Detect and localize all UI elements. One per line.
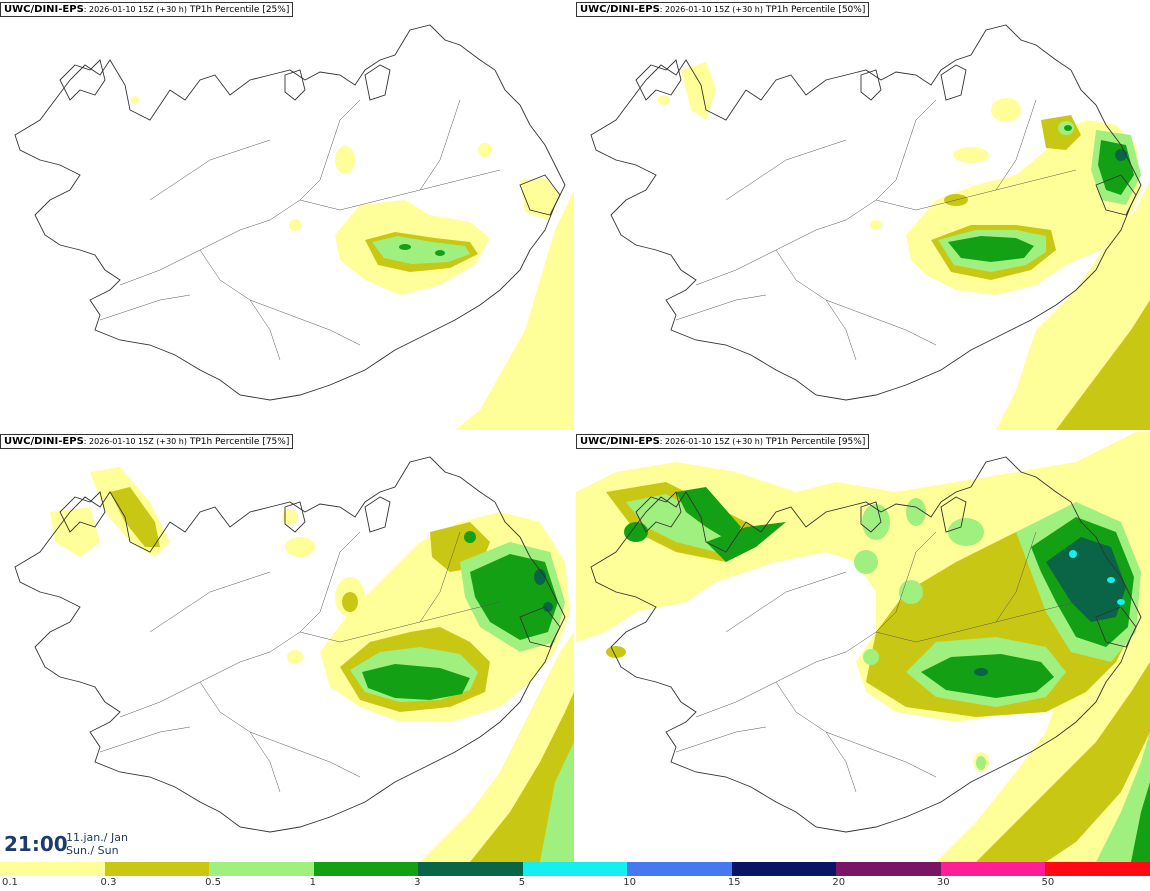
- coastline: [590, 24, 1142, 401]
- coastline: [590, 456, 1142, 833]
- precip-fields: [131, 96, 574, 430]
- legend-label: 3: [414, 877, 421, 888]
- legend-swatch: [313, 862, 419, 876]
- percentile-label: TP1h Percentile [25%]: [186, 5, 290, 15]
- legend-swatch: [1045, 862, 1150, 876]
- model-name: UWC/DINI-EPS: [4, 436, 84, 447]
- valid-time-date: 11.jan./ Jan Sun./ Sun: [66, 831, 128, 857]
- panel-title: UWC/DINI-EPS: 2026-01-10 15Z (+30 h) TP1…: [576, 434, 870, 449]
- map-panel-p95: UWC/DINI-EPS: 2026-01-10 15Z (+30 h) TP1…: [576, 432, 1150, 862]
- legend-label: 20: [832, 877, 846, 888]
- legend-swatch: [209, 862, 314, 876]
- percentile-label: TP1h Percentile [50%]: [762, 5, 866, 15]
- rivers-roads: [99, 531, 501, 793]
- model-name: UWC/DINI-EPS: [580, 4, 660, 15]
- run-info: : 2026-01-10 15Z (+30 h): [83, 437, 187, 446]
- model-name: UWC/DINI-EPS: [4, 4, 84, 15]
- run-info: : 2026-01-10 15Z (+30 h): [659, 5, 763, 14]
- legend-label: 0.5: [205, 877, 221, 888]
- panel-title: UWC/DINI-EPS: 2026-01-10 15Z (+30 h) TP1…: [0, 434, 294, 449]
- date-line-2: Sun./ Sun: [66, 844, 119, 857]
- legend-swatch: [940, 862, 1046, 876]
- run-info: : 2026-01-10 15Z (+30 h): [659, 437, 763, 446]
- legend-label: 0.1: [2, 877, 18, 888]
- valid-time-hour: 21:00: [4, 832, 68, 856]
- legend-label: 15: [727, 877, 741, 888]
- precip-fields: [50, 467, 574, 862]
- legend-label: 0.3: [100, 877, 117, 888]
- color-legend-labels: 0.1 0.3 0.5 1 3 5 10 15 20 30 50: [0, 876, 1150, 891]
- precip-map: [590, 24, 1150, 430]
- legend-swatch: [836, 862, 941, 876]
- legend-swatch: [522, 862, 628, 876]
- legend-label: 10: [623, 877, 636, 888]
- color-legend: [0, 862, 1150, 876]
- legend-label: 1: [309, 877, 316, 888]
- run-info: : 2026-01-10 15Z (+30 h): [83, 5, 187, 14]
- percentile-label: TP1h Percentile [95%]: [762, 437, 866, 447]
- precip-fields: [658, 62, 1150, 430]
- precip-map: [14, 456, 574, 862]
- coastline: [14, 456, 566, 833]
- panel-title: UWC/DINI-EPS: 2026-01-10 15Z (+30 h) TP1…: [0, 2, 294, 17]
- legend-swatch: [0, 862, 105, 876]
- model-name: UWC/DINI-EPS: [580, 436, 660, 447]
- panel-divider: [574, 0, 576, 862]
- map-panel-p25: UWC/DINI-EPS: 2026-01-10 15Z (+30 h) TP1…: [0, 0, 574, 430]
- legend-label: 50: [1041, 877, 1055, 888]
- rivers-roads: [675, 531, 1077, 793]
- rivers-roads: [99, 99, 501, 361]
- legend-label: 5: [518, 877, 526, 888]
- map-panel-p75: UWC/DINI-EPS: 2026-01-10 15Z (+30 h) TP1…: [0, 432, 574, 862]
- precip-fields: [576, 432, 1150, 862]
- coastline: [14, 24, 566, 401]
- panel-title: UWC/DINI-EPS: 2026-01-10 15Z (+30 h) TP1…: [576, 2, 870, 17]
- legend-swatch: [627, 862, 732, 876]
- precip-map: [14, 24, 574, 430]
- date-line-1: 11.jan./ Jan: [66, 831, 128, 844]
- legend-label: 30: [936, 877, 950, 888]
- percentile-label: TP1h Percentile [75%]: [186, 437, 290, 447]
- map-panel-p50: UWC/DINI-EPS: 2026-01-10 15Z (+30 h) TP1…: [576, 0, 1150, 430]
- legend-swatch: [731, 862, 837, 876]
- valid-time: 21:00 11.jan./ Jan Sun./ Sun: [0, 826, 140, 862]
- legend-swatch: [104, 862, 210, 876]
- legend-swatch: [418, 862, 523, 876]
- precip-map: [576, 432, 1150, 862]
- rivers-roads: [675, 99, 1077, 361]
